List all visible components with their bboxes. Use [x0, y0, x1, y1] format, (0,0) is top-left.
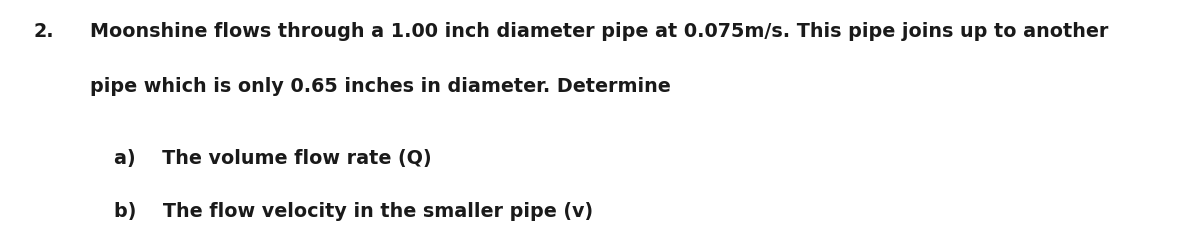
Text: a)    The volume flow rate (Q): a) The volume flow rate (Q) — [114, 149, 432, 168]
Text: 2.: 2. — [34, 22, 54, 41]
Text: pipe which is only 0.65 inches in diameter. Determine: pipe which is only 0.65 inches in diamet… — [90, 77, 671, 96]
Text: Moonshine flows through a 1.00 inch diameter pipe at 0.075m/s. This pipe joins u: Moonshine flows through a 1.00 inch diam… — [90, 22, 1109, 41]
Text: b)    The flow velocity in the smaller pipe (v): b) The flow velocity in the smaller pipe… — [114, 202, 593, 221]
